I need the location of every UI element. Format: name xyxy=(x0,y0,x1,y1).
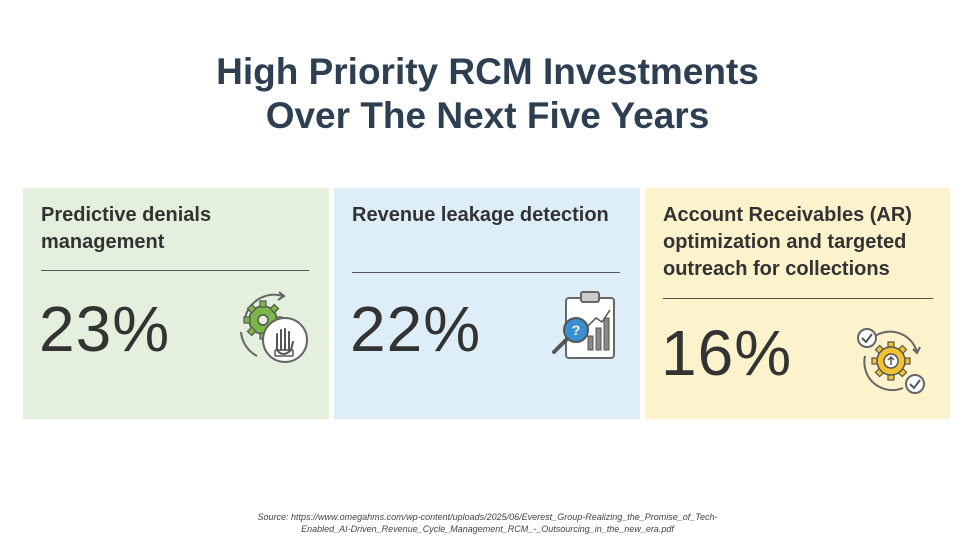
page-title: High Priority RCM Investments Over The N… xyxy=(0,50,975,138)
stat-card-revenue-leakage: Revenue leakage detection 22% ? xyxy=(334,188,640,419)
page-title-line-2: Over The Next Five Years xyxy=(265,95,710,136)
stat-card-predictive-denials: Predictive denials management 23% xyxy=(23,188,329,419)
source-line-2: Enabled_AI-Driven_Revenue_Cycle_Manageme… xyxy=(301,524,674,534)
source-line-1: Source: https://www.omegahms.com/wp-cont… xyxy=(257,512,718,522)
stat-card-label: Account Receivables (AR) optimization an… xyxy=(663,204,912,280)
gear-hand-icon xyxy=(240,291,308,363)
divider xyxy=(41,270,309,271)
stat-card-value: 23% xyxy=(39,293,171,365)
divider xyxy=(352,272,620,273)
svg-text:?: ? xyxy=(572,322,581,338)
stat-card-value: 22% xyxy=(350,293,482,365)
gear-cycle-checkmarks-icon xyxy=(857,328,925,394)
clipboard-magnifier-chart-icon: ? xyxy=(552,291,615,359)
divider xyxy=(663,298,933,299)
stat-card-label: Predictive denials management xyxy=(41,204,212,253)
page-title-line-1: High Priority RCM Investments xyxy=(216,51,759,92)
stat-card-value: 16% xyxy=(661,317,793,389)
source-citation: Source: https://www.omegahms.com/wp-cont… xyxy=(0,511,975,535)
stat-card-ar-optimization: Account Receivables (AR) optimization an… xyxy=(645,188,950,419)
stat-card-label: Revenue leakage detection xyxy=(352,204,609,226)
